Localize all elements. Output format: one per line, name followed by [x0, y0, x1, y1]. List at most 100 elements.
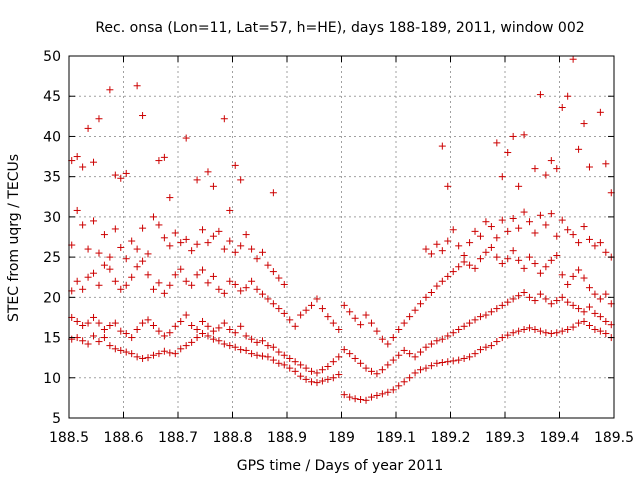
- y-tick-label: 40: [43, 129, 61, 145]
- grid-lines: [69, 56, 614, 418]
- chart-title: Rec. onsa (Lon=11, Lat=57, h=HE), days 1…: [95, 20, 584, 36]
- data-point-band-mid: [395, 351, 403, 359]
- data-point-band-top: [476, 232, 484, 240]
- data-point-band-high: [460, 258, 468, 266]
- data-point-band-low: [95, 338, 103, 346]
- data-point-band-low: [438, 358, 446, 366]
- x-tick-label: 189.2: [430, 430, 470, 446]
- data-point-band-low: [193, 334, 201, 342]
- data-point-outliers: [231, 161, 239, 169]
- data-point-band-mid: [346, 350, 354, 358]
- data-point-band-low: [400, 378, 408, 386]
- data-point-band-low: [84, 340, 92, 348]
- data-point-band-low: [585, 321, 593, 329]
- data-point-band-mid: [384, 361, 392, 369]
- data-point-band-high: [564, 280, 572, 288]
- data-point-band-low: [466, 353, 474, 361]
- data-point-band-high: [384, 340, 392, 348]
- data-point-band-top: [144, 250, 152, 258]
- data-point-band-mid: [449, 329, 457, 337]
- data-point-band-mid: [547, 300, 555, 308]
- data-point-band-high: [226, 277, 234, 285]
- data-point-band-mid: [286, 354, 294, 362]
- data-point-band-mid: [95, 319, 103, 327]
- data-point-band-top: [498, 216, 506, 224]
- data-point-band-high: [542, 263, 550, 271]
- data-point-band-low: [166, 349, 174, 357]
- data-point-outliers: [237, 176, 245, 184]
- data-point-band-top: [253, 255, 261, 263]
- data-point-band-low: [596, 327, 604, 335]
- data-point-band-high: [466, 261, 474, 269]
- data-point-outliers: [95, 115, 103, 123]
- data-point-band-low: [226, 342, 234, 350]
- data-point-band-top: [460, 252, 468, 260]
- data-point-band-mid: [515, 292, 523, 300]
- data-point-band-high: [444, 272, 452, 280]
- data-point-outliers: [166, 194, 174, 202]
- data-point-band-low: [308, 378, 316, 386]
- data-point-outliers: [504, 149, 512, 157]
- x-tick-label: 189: [328, 430, 355, 446]
- data-point-band-high: [373, 327, 381, 335]
- data-point-band-high: [308, 301, 316, 309]
- data-point-band-top: [427, 250, 435, 258]
- data-point-band-top: [79, 221, 87, 229]
- data-point-band-top: [569, 231, 577, 239]
- data-point-band-mid: [575, 305, 583, 313]
- data-point-band-high: [455, 263, 463, 271]
- data-point-band-mid: [237, 322, 245, 330]
- data-point-band-low: [199, 330, 207, 338]
- data-point-band-top: [269, 268, 277, 276]
- data-point-band-top: [602, 248, 610, 256]
- data-point-band-high: [515, 256, 523, 264]
- data-point-band-low: [122, 348, 130, 356]
- data-point-outliers: [553, 165, 561, 173]
- data-point-band-high: [449, 268, 457, 276]
- data-point-band-high: [411, 306, 419, 314]
- data-point-band-low: [171, 350, 179, 358]
- data-point-band-low: [291, 367, 299, 375]
- data-point-band-low: [280, 361, 288, 369]
- data-point-band-high: [329, 319, 337, 327]
- data-point-band-top: [242, 231, 250, 239]
- data-point-band-high: [427, 289, 435, 297]
- data-point-band-high: [199, 266, 207, 274]
- data-point-band-high: [95, 281, 103, 289]
- data-point-band-low: [335, 371, 343, 379]
- data-point-band-mid: [155, 327, 163, 335]
- data-point-band-mid: [90, 313, 98, 321]
- data-point-outliers: [498, 173, 506, 181]
- data-point-band-top: [433, 240, 441, 248]
- x-tick-label: 188.7: [158, 430, 198, 446]
- data-point-band-top: [226, 237, 234, 245]
- data-point-band-high: [406, 313, 414, 321]
- data-point-band-mid: [242, 332, 250, 340]
- data-point-band-top: [166, 242, 174, 250]
- data-point-outliers: [117, 174, 125, 182]
- data-point-band-high: [242, 284, 250, 292]
- data-point-band-low: [487, 342, 495, 350]
- data-point-band-high: [531, 260, 539, 268]
- data-point-outliers: [596, 108, 604, 116]
- data-point-band-low: [449, 357, 457, 365]
- data-point-band-mid: [444, 332, 452, 340]
- data-point-band-top: [220, 245, 228, 253]
- x-tick-label: 188.5: [49, 430, 89, 446]
- data-point-band-low: [433, 359, 441, 367]
- data-point-band-top: [509, 214, 517, 222]
- y-tick-label: 50: [43, 49, 61, 65]
- data-point-band-low: [209, 335, 217, 343]
- data-point-band-high: [155, 279, 163, 287]
- data-point-band-top: [204, 239, 212, 247]
- data-point-band-mid: [438, 335, 446, 343]
- data-point-band-low: [357, 395, 365, 403]
- data-point-band-low: [149, 351, 157, 359]
- data-point-band-low: [476, 346, 484, 354]
- data-point-band-top: [591, 242, 599, 250]
- data-point-band-mid: [324, 363, 332, 371]
- data-point-band-mid: [329, 358, 337, 366]
- data-point-band-top: [117, 243, 125, 251]
- data-point-band-mid: [215, 324, 223, 332]
